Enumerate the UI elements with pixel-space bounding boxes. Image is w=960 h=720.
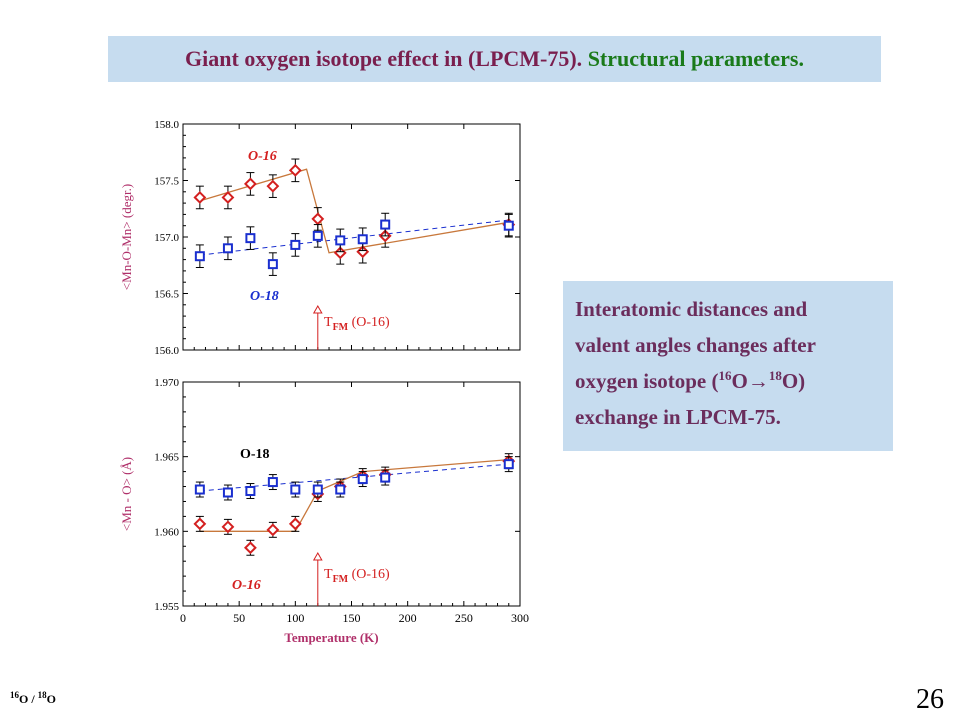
y-tick-label: 1.970 bbox=[154, 377, 179, 389]
data-point-o18 bbox=[290, 484, 301, 495]
data-point-o18 bbox=[267, 477, 278, 488]
tfm-label-sub: FM bbox=[333, 574, 349, 585]
y-tick-label: 158.0 bbox=[154, 119, 179, 131]
data-point-o18 bbox=[380, 219, 391, 230]
y-tick-label: 1.960 bbox=[154, 526, 179, 538]
footnote-mid: O / bbox=[19, 692, 38, 706]
tfm-label-main: T bbox=[324, 315, 333, 330]
data-point-o18 bbox=[194, 251, 205, 262]
page-number: 26 bbox=[916, 684, 944, 715]
data-point-o18 bbox=[335, 484, 346, 495]
data-point-o16 bbox=[266, 523, 280, 537]
chart-panel-2: 0 50 100 150 200 250 300 1.955 1.960 1.965 1.970 <M… bbox=[119, 377, 529, 645]
label-o18: O-18 bbox=[240, 447, 270, 462]
footnote-sup-16: 16 bbox=[10, 690, 19, 700]
info-line-3-pre: oxygen isotope ( bbox=[575, 369, 719, 393]
y-axis-label: <Mn-O-Mn> (degr.) bbox=[119, 184, 134, 290]
data-point-o16 bbox=[333, 246, 347, 260]
info-line-2: valent angles changes after bbox=[575, 333, 816, 357]
data-point-o18 bbox=[222, 487, 233, 498]
fit-line-o18 bbox=[199, 463, 509, 492]
data-point-o18 bbox=[380, 472, 391, 483]
data-point-o18 bbox=[312, 484, 323, 495]
label-o16: O-16 bbox=[248, 149, 277, 164]
data-point-o16 bbox=[243, 541, 257, 555]
label-o16: O-16 bbox=[232, 578, 261, 593]
x-tick-label: 100 bbox=[286, 611, 304, 625]
label-o18: O-18 bbox=[250, 289, 279, 304]
data-point-o18 bbox=[312, 230, 323, 241]
data-point-o18 bbox=[335, 235, 346, 246]
info-text: Interatomic distances and valent angles … bbox=[575, 291, 887, 435]
data-point-o18 bbox=[503, 220, 514, 231]
x-tick-label: 300 bbox=[511, 611, 529, 625]
data-point-o18 bbox=[245, 233, 256, 244]
slide-title: Giant oxygen isotope effect in (LPCM-75)… bbox=[108, 46, 881, 72]
data-point-o16 bbox=[356, 245, 370, 259]
x-tick-label: 200 bbox=[399, 611, 417, 625]
x-tick-label: 250 bbox=[455, 611, 473, 625]
data-point-o16 bbox=[266, 179, 280, 193]
x-axis-label: Temperature (K) bbox=[284, 630, 378, 645]
data-point-o16 bbox=[221, 191, 235, 204]
y-tick-label: 156.5 bbox=[154, 289, 179, 301]
data-point-o16 bbox=[311, 212, 325, 226]
data-point-o18 bbox=[503, 459, 514, 470]
info-line-3-post: O) bbox=[781, 369, 806, 393]
data-point-o18 bbox=[357, 474, 368, 485]
y-tick-label: 1.955 bbox=[154, 601, 179, 613]
tfm-marker-arrow bbox=[312, 304, 323, 314]
slide-title-part2: Structural parameters. bbox=[587, 46, 804, 71]
isotope-footnote: 16O / 18O bbox=[10, 690, 56, 707]
info-arrow: O→ bbox=[731, 369, 769, 393]
data-point-o18 bbox=[290, 239, 301, 250]
data-point-o16 bbox=[221, 520, 235, 534]
data-point-o18 bbox=[357, 234, 368, 245]
info-sup-18: 18 bbox=[768, 368, 782, 383]
tfm-label: TFM (O-16) bbox=[324, 567, 390, 585]
footnote-end: O bbox=[46, 692, 57, 706]
chart-panel-1: 156.0 156.5 157.0 157.5 158.0 <Mn-O-Mn> (degr… bbox=[119, 119, 521, 357]
tfm-marker-arrow bbox=[312, 551, 323, 561]
tfm-label-main: T bbox=[324, 567, 333, 582]
info-box: Interatomic distances and valent angles … bbox=[563, 281, 893, 451]
tfm-label-paren: (O-16) bbox=[348, 315, 390, 330]
info-line-3: oxygen isotope (16O→18O) bbox=[575, 363, 887, 399]
info-line-4: exchange in LPCM-75. bbox=[575, 405, 781, 429]
tfm-label: TFM (O-16) bbox=[324, 315, 390, 333]
data-point-o18 bbox=[267, 259, 278, 270]
tfm-label-sub: FM bbox=[333, 322, 349, 333]
y-tick-label: 157.5 bbox=[154, 176, 179, 188]
y-tick-label: 156.0 bbox=[154, 345, 179, 357]
slide-title-part1: Giant oxygen isotope effect in (LPCM-75)… bbox=[185, 46, 583, 71]
tfm-label-paren: (O-16) bbox=[348, 567, 390, 582]
y-tick-label: 1.965 bbox=[154, 452, 179, 464]
info-line-1: Interatomic distances and bbox=[575, 297, 808, 321]
data-point-o16 bbox=[288, 517, 302, 531]
x-tick-label: 150 bbox=[343, 611, 361, 625]
y-axis-label: <Mn - O> (Å) bbox=[119, 457, 134, 531]
x-tick-label: 0 bbox=[180, 611, 186, 625]
data-point-o16 bbox=[193, 191, 207, 204]
slide-title-box: Giant oxygen isotope effect in (LPCM-75)… bbox=[108, 36, 881, 82]
footnote-sup-18: 18 bbox=[37, 690, 47, 700]
fit-line-o18 bbox=[199, 219, 509, 256]
y-tick-label: 157.0 bbox=[154, 232, 179, 244]
data-point-o18 bbox=[194, 484, 205, 495]
data-point-o18 bbox=[222, 243, 233, 254]
data-point-o18 bbox=[245, 486, 256, 497]
data-point-o16 bbox=[288, 163, 302, 177]
x-tick-label: 50 bbox=[233, 611, 245, 625]
data-point-o16 bbox=[193, 517, 207, 531]
data-point-o16 bbox=[243, 177, 257, 191]
info-sup-16: 16 bbox=[718, 368, 732, 383]
